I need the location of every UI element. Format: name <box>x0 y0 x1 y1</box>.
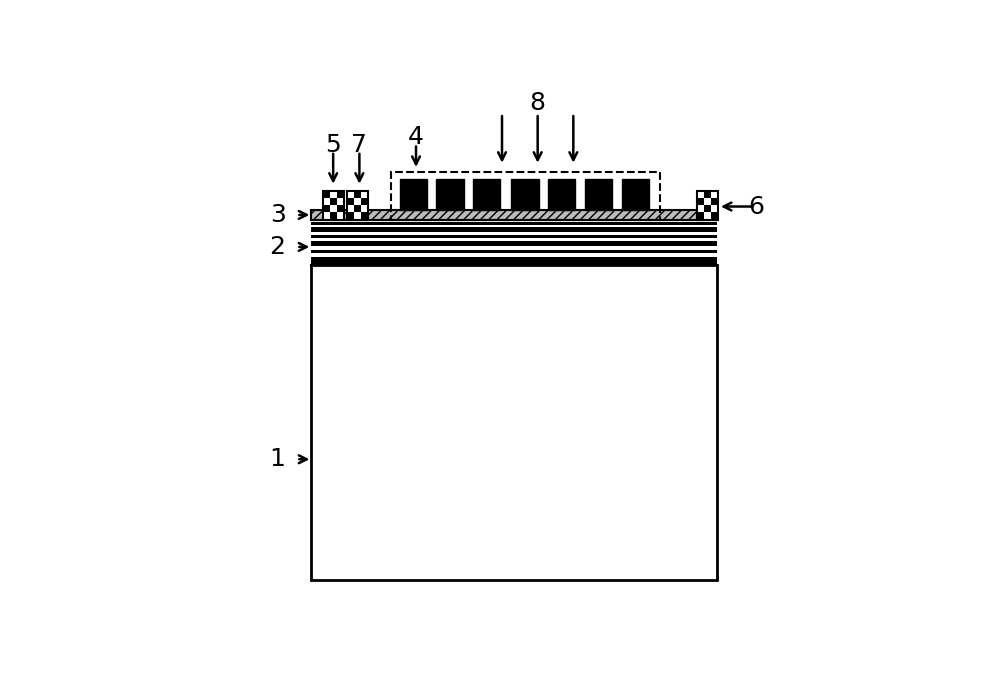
Bar <box>697 212 704 220</box>
Bar <box>711 191 718 198</box>
Bar <box>311 235 717 238</box>
Bar <box>704 198 711 205</box>
Bar <box>323 191 330 198</box>
Bar <box>354 191 361 198</box>
Bar <box>323 205 330 212</box>
Bar <box>361 191 368 198</box>
Bar <box>311 222 717 225</box>
Text: 5: 5 <box>325 133 341 157</box>
Bar <box>337 205 344 212</box>
Text: 7: 7 <box>351 133 367 157</box>
Bar <box>337 191 344 198</box>
Bar <box>311 225 717 227</box>
Bar <box>347 205 354 212</box>
Bar <box>311 238 717 241</box>
Bar <box>711 205 718 212</box>
Bar <box>354 198 361 205</box>
Bar <box>711 212 718 220</box>
Bar <box>347 198 354 205</box>
Bar <box>704 205 711 212</box>
Bar <box>511 178 539 210</box>
Text: 6: 6 <box>748 195 764 219</box>
Bar <box>704 212 711 220</box>
Bar <box>311 241 717 246</box>
Bar <box>585 178 612 210</box>
Bar <box>400 178 427 210</box>
Bar <box>347 212 354 220</box>
Bar <box>473 178 500 210</box>
Text: 4: 4 <box>408 125 424 148</box>
Bar <box>697 191 718 220</box>
Bar <box>354 205 361 212</box>
Text: 1: 1 <box>270 447 286 471</box>
Bar <box>347 191 368 220</box>
Bar <box>337 198 344 205</box>
Bar <box>323 212 330 220</box>
Bar <box>436 178 464 210</box>
Bar <box>347 191 354 198</box>
Bar <box>330 198 337 205</box>
Bar <box>361 205 368 212</box>
Bar <box>311 232 717 235</box>
Bar <box>622 178 649 210</box>
Bar <box>361 198 368 205</box>
Bar <box>697 191 704 198</box>
Bar <box>711 198 718 205</box>
Text: 3: 3 <box>270 203 286 227</box>
Bar <box>337 212 344 220</box>
Bar <box>311 220 717 222</box>
Bar <box>354 212 361 220</box>
Bar <box>311 257 717 266</box>
Bar <box>391 172 660 220</box>
Bar <box>330 191 337 198</box>
Bar <box>311 249 717 253</box>
Bar <box>697 205 704 212</box>
Bar <box>311 210 717 220</box>
Bar <box>548 178 575 210</box>
Bar <box>330 205 337 212</box>
Bar <box>330 212 337 220</box>
Bar <box>311 266 717 580</box>
Bar <box>311 253 717 257</box>
Bar <box>311 227 717 232</box>
Bar <box>323 198 330 205</box>
Bar <box>361 212 368 220</box>
Bar <box>704 191 711 198</box>
Text: 2: 2 <box>270 235 286 259</box>
Bar <box>323 191 344 220</box>
Bar <box>311 246 717 249</box>
Bar <box>697 198 704 205</box>
Text: 8: 8 <box>530 91 546 114</box>
